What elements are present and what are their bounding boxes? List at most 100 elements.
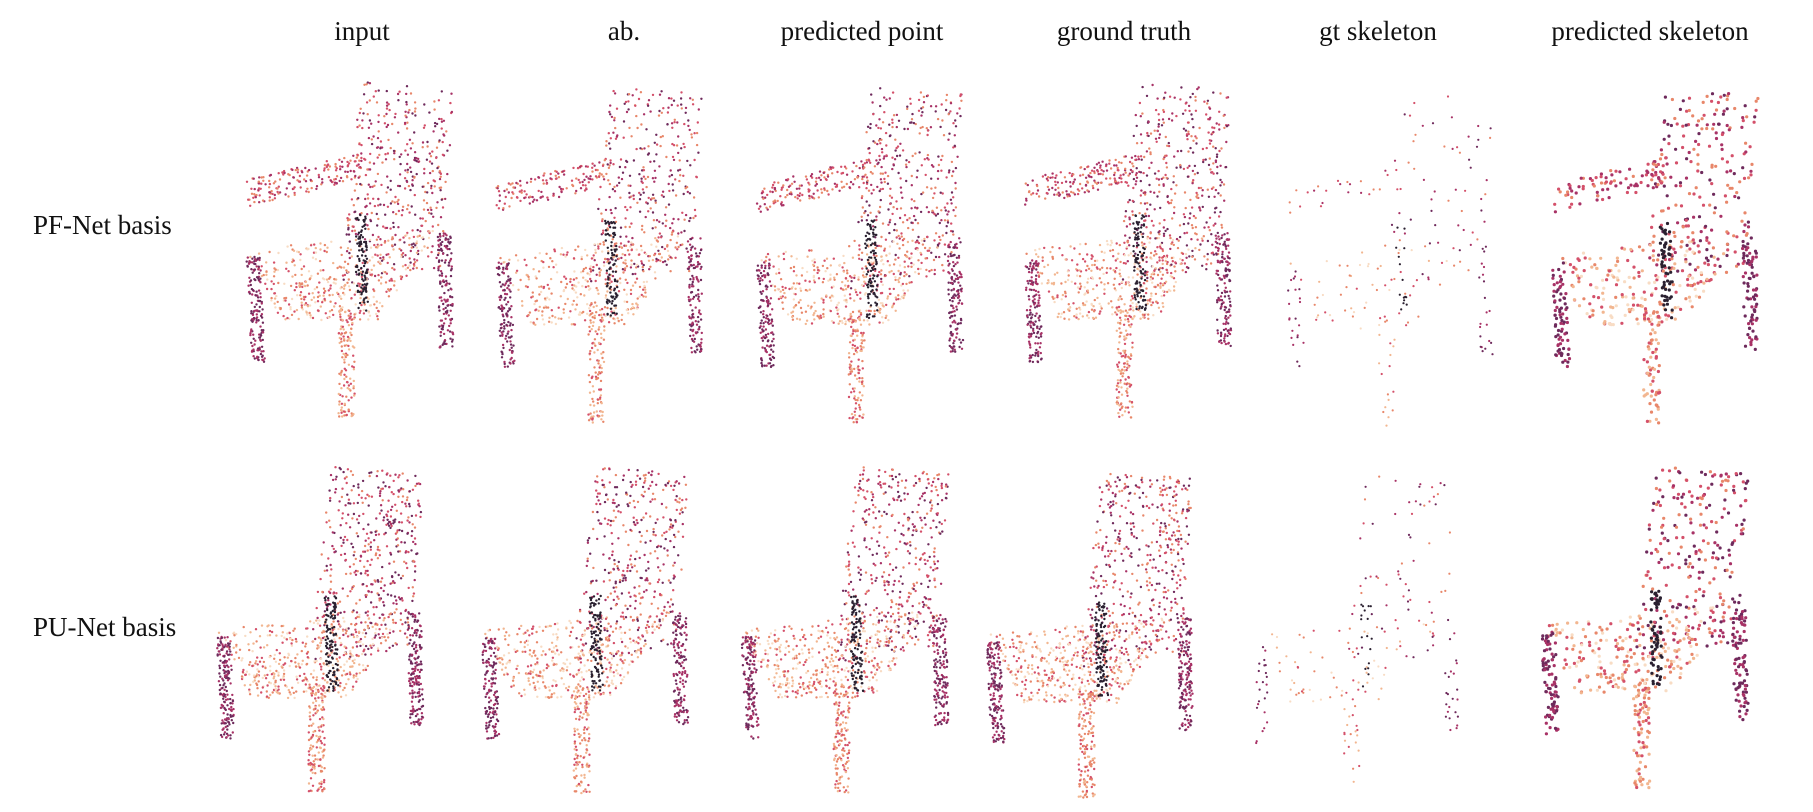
point-0 bbox=[1184, 109, 1187, 112]
point-2 bbox=[770, 348, 773, 351]
point-4 bbox=[859, 399, 863, 402]
point-4 bbox=[599, 379, 603, 383]
point-1 bbox=[799, 306, 803, 310]
point-1 bbox=[1034, 249, 1037, 252]
point-0 bbox=[688, 192, 692, 195]
point-3 bbox=[959, 341, 963, 344]
point-2 bbox=[764, 320, 767, 323]
point-4 bbox=[857, 365, 860, 368]
point-1 bbox=[264, 282, 267, 285]
point-1 bbox=[1061, 293, 1065, 297]
point-1 bbox=[845, 269, 849, 272]
point-1 bbox=[408, 243, 411, 247]
point-1 bbox=[836, 303, 839, 307]
point-5 bbox=[866, 284, 869, 287]
point-0 bbox=[364, 197, 367, 201]
point-0 bbox=[931, 209, 934, 212]
point-6 bbox=[584, 165, 588, 168]
point-0 bbox=[438, 117, 441, 121]
point-1 bbox=[1155, 300, 1158, 303]
point-1 bbox=[508, 258, 511, 261]
point-3 bbox=[959, 322, 962, 325]
point-5 bbox=[873, 315, 876, 318]
point-1 bbox=[344, 310, 347, 314]
point-6 bbox=[291, 168, 294, 172]
point-0 bbox=[1187, 132, 1190, 136]
point-1 bbox=[1131, 306, 1134, 309]
point-1 bbox=[323, 289, 327, 293]
point-1 bbox=[657, 252, 661, 256]
point-5 bbox=[868, 256, 871, 259]
point-0 bbox=[648, 268, 651, 271]
point-6 bbox=[511, 182, 514, 185]
point-0 bbox=[624, 278, 627, 281]
point-1 bbox=[899, 297, 902, 301]
point-2 bbox=[500, 350, 503, 353]
point-0 bbox=[952, 170, 955, 173]
point-0 bbox=[678, 168, 682, 171]
point-1 bbox=[781, 301, 784, 304]
point-1 bbox=[813, 318, 816, 321]
point-0 bbox=[849, 287, 853, 290]
point-0 bbox=[1139, 133, 1143, 136]
point-0 bbox=[941, 192, 944, 195]
point-6 bbox=[586, 165, 589, 168]
point-1 bbox=[865, 309, 868, 312]
point-1 bbox=[1090, 308, 1094, 311]
point-3 bbox=[690, 264, 693, 267]
point-1 bbox=[620, 318, 623, 322]
point-1 bbox=[1066, 278, 1070, 282]
point-0 bbox=[620, 256, 623, 260]
point-0 bbox=[434, 125, 437, 128]
point-1 bbox=[300, 267, 303, 271]
point-1 bbox=[1119, 275, 1122, 278]
point-6 bbox=[820, 188, 823, 191]
point-4 bbox=[338, 403, 341, 406]
point-0 bbox=[646, 104, 650, 107]
point-0 bbox=[655, 257, 658, 261]
point-6 bbox=[326, 163, 330, 166]
point-1 bbox=[617, 290, 621, 293]
point-5 bbox=[609, 291, 612, 294]
point-1 bbox=[888, 271, 891, 274]
point-1 bbox=[291, 275, 294, 278]
point-2 bbox=[764, 333, 768, 337]
point-6 bbox=[600, 173, 603, 176]
point-4 bbox=[599, 394, 603, 397]
point-6 bbox=[769, 190, 772, 193]
point-0 bbox=[925, 275, 928, 278]
point-1 bbox=[1064, 280, 1067, 284]
panel-pf-input bbox=[235, 75, 465, 425]
point-1 bbox=[613, 322, 616, 325]
point-1 bbox=[1084, 292, 1087, 295]
point-1 bbox=[829, 273, 832, 276]
point-2 bbox=[257, 289, 261, 292]
point-1 bbox=[415, 251, 419, 254]
point-1 bbox=[629, 292, 633, 296]
point-1 bbox=[1086, 289, 1089, 292]
point-0 bbox=[350, 178, 353, 181]
point-3 bbox=[438, 274, 441, 277]
point-6 bbox=[339, 176, 343, 180]
point-1 bbox=[1145, 279, 1149, 283]
point-1 bbox=[318, 294, 321, 297]
point-1 bbox=[910, 281, 913, 284]
point-1 bbox=[1126, 281, 1129, 284]
point-0 bbox=[628, 126, 631, 130]
point-2 bbox=[259, 338, 262, 341]
point-0 bbox=[347, 224, 350, 227]
point-0 bbox=[1164, 91, 1167, 94]
point-0 bbox=[353, 229, 357, 232]
point-5 bbox=[870, 281, 873, 284]
point-6 bbox=[812, 192, 815, 195]
point-1 bbox=[1091, 263, 1094, 267]
point-1 bbox=[277, 251, 280, 255]
point-1 bbox=[599, 242, 602, 246]
point-1 bbox=[578, 311, 582, 314]
point-0 bbox=[954, 119, 957, 122]
point-3 bbox=[700, 265, 703, 269]
point-1 bbox=[1094, 316, 1098, 319]
point-1 bbox=[1194, 247, 1197, 250]
point-3 bbox=[691, 313, 694, 316]
point-0 bbox=[623, 253, 627, 257]
